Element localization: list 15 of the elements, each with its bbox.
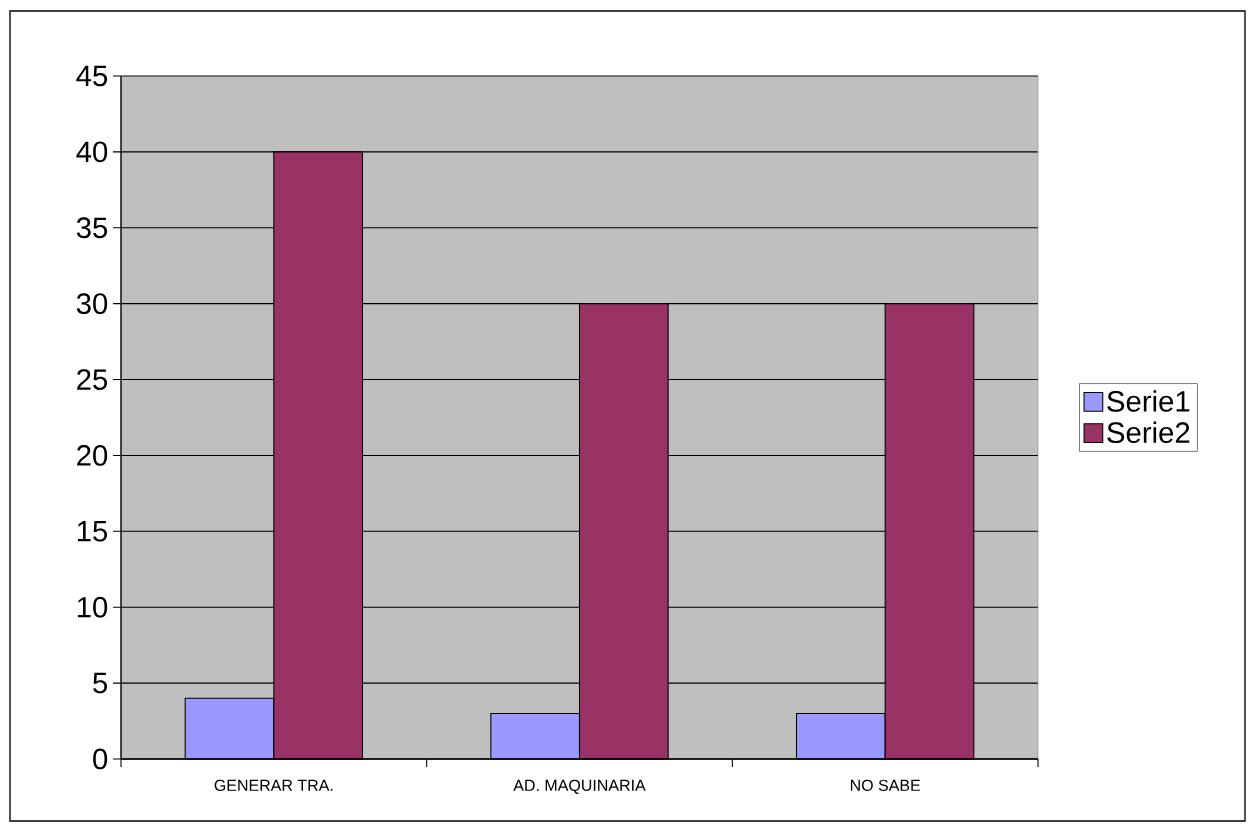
y-tick-label: 20 — [77, 445, 108, 466]
y-tick-label: 40 — [76, 141, 108, 163]
y-tick-label: 5 — [93, 672, 108, 694]
y-tick-label: 10 — [77, 596, 108, 618]
y-tick-label: 45 — [76, 65, 108, 87]
x-tick-label: NO SABE — [850, 779, 921, 792]
x-tick-label: AD. MAQUINARIA — [513, 779, 646, 794]
x-tick-label: GENERAR TRA. — [214, 779, 333, 792]
legend-label: Serie2 — [1107, 421, 1190, 444]
y-tick-label: 15 — [77, 521, 108, 542]
y-tick-label: 35 — [76, 217, 108, 239]
y-tick-label: 30 — [76, 293, 108, 315]
y-tick-label: 0 — [93, 748, 108, 770]
y-tick-label: 25 — [77, 369, 108, 390]
legend-label: Serie1 — [1107, 390, 1190, 412]
